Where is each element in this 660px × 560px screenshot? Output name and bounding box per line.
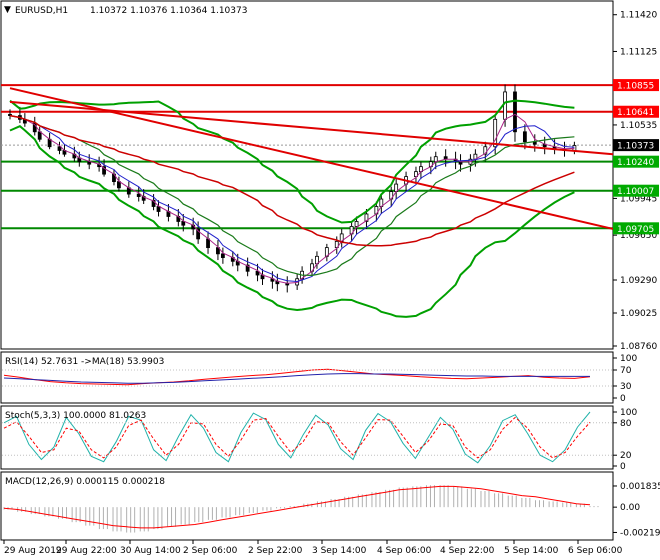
main-y-tick-label: 1.09290: [620, 276, 657, 286]
candle-body: [364, 213, 369, 222]
candle-body: [245, 264, 250, 272]
x-tick-label: 2 Sep 06:00: [183, 546, 238, 556]
stoch-panel-frame: [0, 405, 614, 470]
candle-body: [513, 91, 517, 133]
price-level-tag: [613, 222, 659, 235]
rsi-layer: 100 70 30 0: [2, 354, 637, 404]
macd-y-tick-label: -0.002193: [620, 528, 660, 538]
price-level-label: 1.10240: [617, 158, 654, 168]
stoch-panel-title: Stoch(5,3,3) 100.0000 81.0263: [5, 411, 146, 421]
bollinger-upper-band: [9, 99, 575, 224]
axis-layer: 1.114201.111251.108301.105351.102401.099…: [3, 11, 659, 556]
candle-body: [220, 253, 225, 258]
ma-medium-line: [9, 115, 575, 283]
macd-y-tick-label: 0.00: [620, 503, 640, 513]
rsi-y-tick-label: 30: [620, 382, 632, 392]
main-y-tick-label: 1.10535: [620, 121, 657, 131]
main-y-tick-label: 1.09945: [620, 194, 657, 204]
bollinger-lower-band: [9, 125, 575, 318]
candle-body: [414, 171, 418, 178]
rsi-series-line: [3, 368, 591, 386]
candle-body: [156, 206, 161, 212]
candle-body: [285, 283, 290, 286]
stoch-y-tick-label: 20: [620, 451, 632, 461]
macd-panel-title: MACD(12,26,9) 0.000115 0.000218: [5, 477, 165, 487]
candle-body: [255, 270, 260, 276]
main-y-tick-label: 1.11125: [620, 47, 657, 57]
candle-body: [57, 146, 62, 151]
price-level-tag: [613, 139, 659, 152]
price-level-label: 1.09705: [617, 225, 654, 235]
stoch-y-tick-label: 0: [620, 462, 626, 472]
price-level-tag: [613, 79, 659, 92]
stoch-series-line: [3, 416, 591, 459]
trendline: [9, 100, 614, 156]
main-price-layer: [1, 84, 614, 318]
candle-body: [102, 166, 106, 175]
rsi-series-line: [3, 373, 590, 384]
rsi-y-tick-label: 0: [620, 394, 626, 404]
main-y-tick-label: 1.09025: [620, 309, 657, 319]
main-y-tick-label: 1.09650: [620, 231, 657, 241]
price-level-tag: [613, 184, 659, 197]
main-y-tick-label: 1.11420: [620, 11, 657, 21]
candle-body: [196, 228, 201, 240]
price-level-tag: [613, 155, 659, 168]
x-tick-label: 29 Aug 2019: [4, 546, 62, 556]
price-level-label: 1.10007: [617, 187, 654, 197]
candle-body: [483, 146, 488, 155]
x-tick-label: 5 Sep 14:00: [504, 546, 559, 556]
rsi-panel-frame: [0, 351, 614, 404]
ma-long-line: [9, 114, 575, 247]
rsi-panel-title: RSI(14) 52.7631 ->MA(18) 53.9903: [5, 357, 164, 367]
candle-body: [206, 238, 210, 249]
x-tick-label: 3 Sep 14:00: [312, 546, 367, 556]
main-panel-frame: [0, 0, 614, 350]
candle-body: [493, 118, 498, 148]
candle-body: [522, 131, 527, 143]
candle-body: [354, 221, 359, 227]
main-y-tick-label: 1.08760: [620, 342, 657, 352]
chart-symbol-title: EURUSD,H1: [15, 6, 68, 16]
rsi-y-tick-label: 100: [620, 354, 637, 364]
x-tick-label: 4 Sep 22:00: [440, 546, 495, 556]
x-tick-label: 6 Sep 06:00: [568, 546, 623, 556]
trendline: [9, 87, 614, 230]
macd-signal-line: [3, 485, 591, 529]
candle-body: [503, 91, 507, 120]
candle-body: [117, 181, 121, 189]
ma-fast-line: [9, 113, 575, 284]
x-tick-label: 2 Sep 22:00: [248, 546, 303, 556]
x-tick-label: 30 Aug 14:00: [120, 546, 181, 556]
macd-panel-frame: [0, 471, 614, 541]
price-level-label: 1.10641: [617, 108, 654, 118]
stoch-y-tick-label: 80: [620, 419, 632, 429]
x-tick-label: 4 Sep 06:00: [377, 546, 432, 556]
rsi-y-tick-label: 70: [620, 366, 632, 376]
candle-body: [136, 193, 141, 197]
ma-slow-line: [9, 115, 575, 277]
candle-body: [8, 113, 12, 116]
candle-body: [181, 221, 186, 226]
candle-body: [37, 131, 42, 140]
price-level-label: 1.10855: [617, 82, 654, 92]
x-tick-label: 29 Aug 22:00: [56, 546, 117, 556]
macd-y-tick-label: 0.001835: [620, 482, 660, 492]
macd-layer: 0.001835 0.00 -0.002193: [3, 482, 660, 538]
stoch-y-tick-label: 100: [620, 408, 637, 418]
dropdown-triangle-icon[interactable]: ▼: [4, 5, 11, 15]
stoch-series-line: [3, 411, 591, 464]
price-level-label: 1.10373: [617, 142, 654, 152]
chart-ohlc-readout: 1.10372 1.10376 1.10364 1.10373: [90, 6, 247, 16]
price-level-tag: [613, 105, 659, 118]
candle-body: [151, 199, 156, 207]
